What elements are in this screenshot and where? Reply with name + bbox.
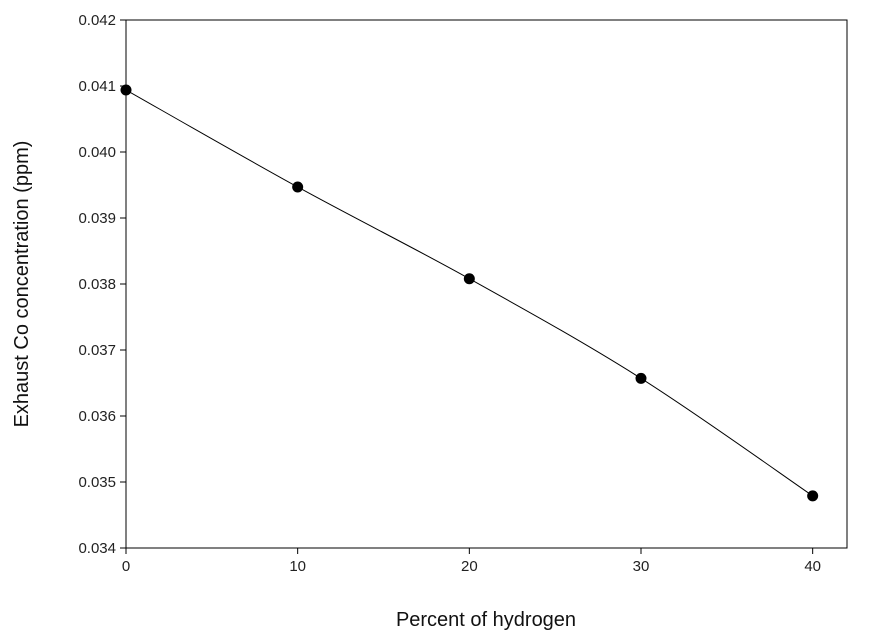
data-point xyxy=(807,490,819,502)
y-axis: 0.034 0.035 0.036 0.037 0.038 0.039 0.040 0.041… xyxy=(78,12,126,557)
data-point xyxy=(635,372,647,384)
y-tick-label: 0.041 xyxy=(78,78,116,95)
y-axis-title: Exhaust Co concentration (ppm) xyxy=(11,141,33,428)
data-points xyxy=(120,84,819,502)
y-tick-label: 0.042 xyxy=(78,12,116,29)
x-tick-label: 10 xyxy=(289,558,306,575)
y-tick-label: 0.034 xyxy=(78,540,116,557)
x-axis-title: Percent of hydrogen xyxy=(396,609,576,631)
plot-frame xyxy=(125,19,848,549)
y-tick-label: 0.035 xyxy=(78,474,116,491)
x-axis: 0 10 20 30 40 xyxy=(122,548,821,575)
y-tick-label: 0.040 xyxy=(78,144,116,161)
x-tick-label: 30 xyxy=(633,558,650,575)
x-tick-label: 40 xyxy=(804,558,821,575)
y-tick-label: 0.039 xyxy=(78,210,116,227)
y-tick-label: 0.036 xyxy=(78,408,116,425)
data-point xyxy=(120,84,132,96)
data-point xyxy=(292,181,304,193)
y-tick-label: 0.038 xyxy=(78,276,116,293)
series-line xyxy=(125,89,813,497)
x-tick-label: 20 xyxy=(461,558,478,575)
x-tick-label: 0 xyxy=(122,558,130,575)
y-tick-label: 0.037 xyxy=(78,342,116,359)
data-point xyxy=(463,273,475,285)
